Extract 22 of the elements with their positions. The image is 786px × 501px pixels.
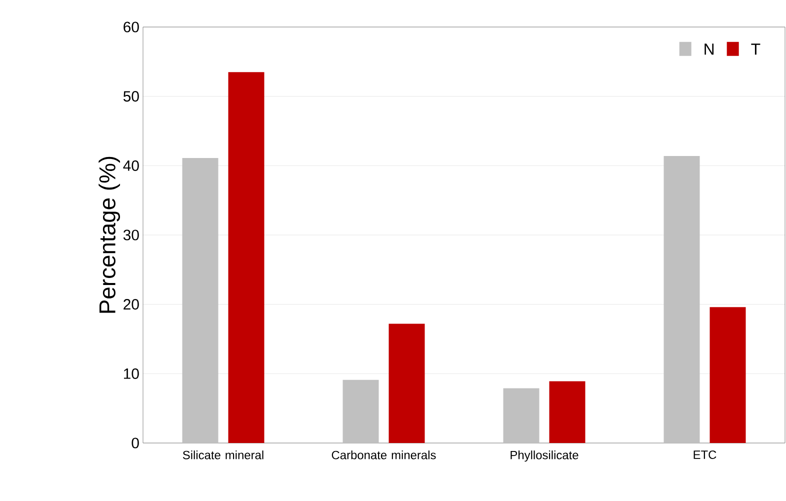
y-tick-label: 60 (124, 22, 139, 32)
x-tick-label: Carbonate minerals (332, 450, 436, 460)
legend-label: N (704, 44, 714, 55)
x-tick-label: Phyllosilicate (510, 450, 578, 462)
bar (342, 380, 379, 443)
y-tick-label: 40 (123, 160, 139, 171)
y-tick-label: 30 (123, 230, 139, 240)
y-tick-label: 10 (124, 368, 139, 379)
bar (503, 388, 540, 443)
bar (710, 307, 746, 443)
y-tick-label: 0 (132, 438, 139, 448)
y-tick-label: 50 (123, 91, 139, 102)
x-tick-label: Silicate mineral (182, 450, 264, 460)
y-axis-title: Percentage (%) (98, 156, 120, 313)
bar (549, 381, 586, 443)
y-tick-label: 20 (124, 299, 139, 310)
x-tick-label: ETC (694, 450, 716, 459)
bar (182, 158, 218, 443)
bar (388, 324, 425, 443)
legend-label: T (751, 44, 760, 55)
bar (228, 72, 264, 443)
bar (664, 156, 700, 443)
